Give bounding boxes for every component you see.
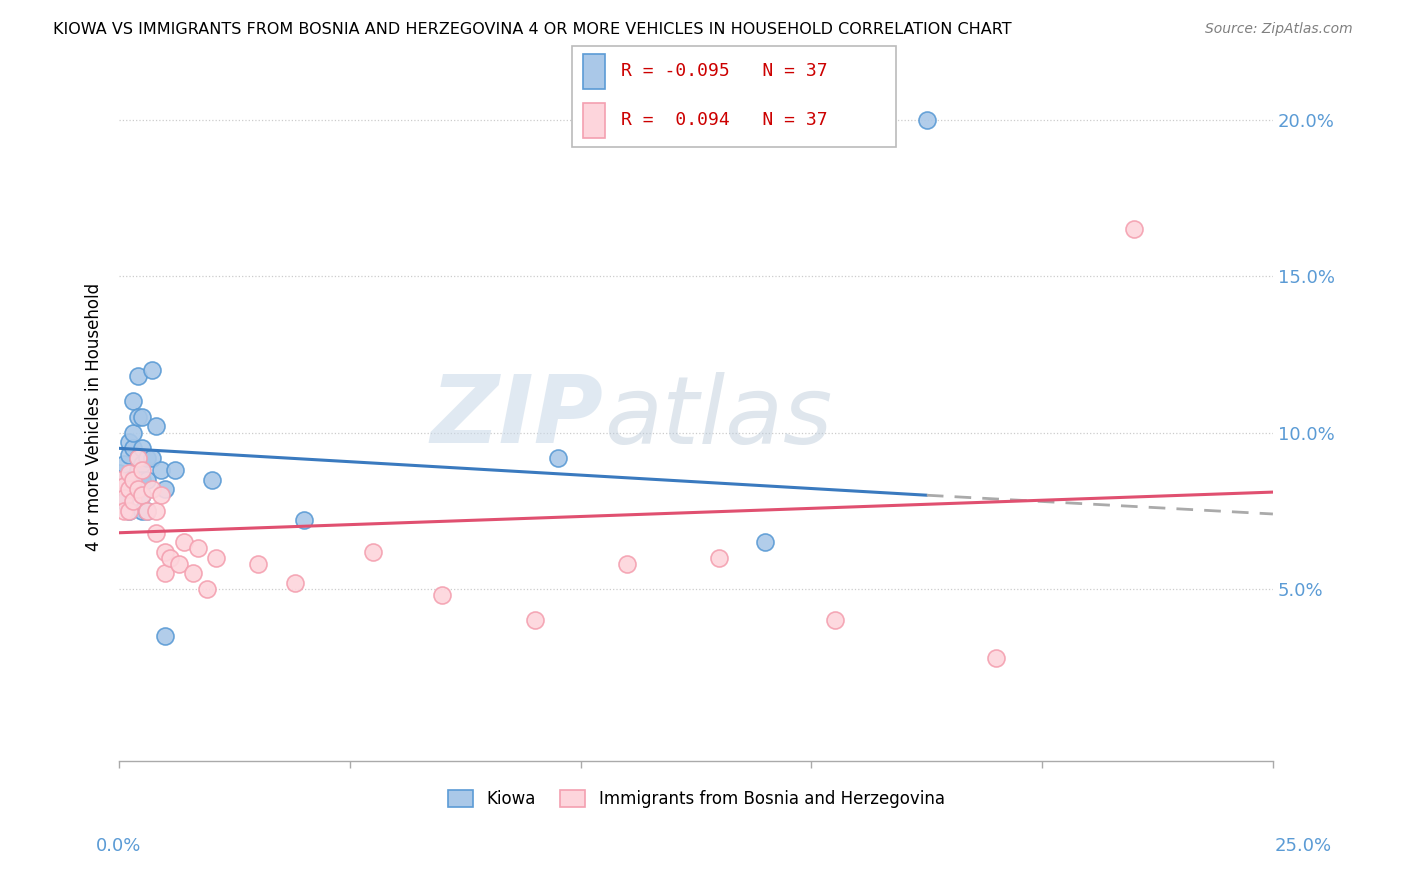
Point [205, 550, 228, 565]
Point [361, 544, 384, 558]
Point [984, 651, 1007, 665]
Point [824, 613, 846, 627]
Point [167, 557, 190, 571]
Point [163, 463, 186, 477]
Point [112, 504, 135, 518]
Point [127, 482, 149, 496]
Point [136, 504, 159, 518]
Point [131, 473, 153, 487]
Point [122, 425, 145, 440]
Point [117, 504, 139, 518]
Point [112, 494, 135, 508]
Point [432, 588, 454, 602]
Point [145, 419, 167, 434]
Point [155, 544, 177, 558]
Point [117, 448, 139, 462]
Point [187, 541, 209, 556]
Point [141, 450, 163, 465]
Point [149, 463, 172, 477]
Point [131, 488, 153, 502]
Point [149, 488, 172, 502]
Text: Source: ZipAtlas.com: Source: ZipAtlas.com [1205, 22, 1353, 37]
Point [112, 482, 135, 496]
Point [122, 394, 145, 409]
Point [131, 442, 153, 456]
Point [173, 535, 195, 549]
Text: R = -0.095   N = 37: R = -0.095 N = 37 [621, 62, 828, 80]
Point [284, 575, 307, 590]
Point [117, 482, 139, 496]
Legend: Kiowa, Immigrants from Bosnia and Herzegovina: Kiowa, Immigrants from Bosnia and Herzeg… [441, 783, 952, 814]
Point [707, 550, 730, 565]
Point [131, 410, 153, 425]
Point [200, 473, 222, 487]
Point [122, 442, 145, 456]
Point [131, 463, 153, 477]
Point [122, 473, 145, 487]
Point [915, 112, 938, 127]
Point [127, 463, 149, 477]
Point [246, 557, 269, 571]
Point [145, 525, 167, 540]
Point [112, 479, 135, 493]
Point [181, 566, 204, 581]
Point [141, 482, 163, 496]
Point [155, 482, 177, 496]
Text: 25.0%: 25.0% [1274, 837, 1331, 855]
Text: 0.0%: 0.0% [96, 837, 141, 855]
Text: atlas: atlas [603, 372, 832, 463]
Y-axis label: 4 or more Vehicles in Household: 4 or more Vehicles in Household [86, 283, 103, 551]
Point [155, 566, 177, 581]
Point [754, 535, 776, 549]
Point [127, 410, 149, 425]
Point [112, 491, 135, 506]
Point [117, 435, 139, 450]
Text: R =  0.094   N = 37: R = 0.094 N = 37 [621, 112, 828, 129]
Point [122, 494, 145, 508]
Point [127, 369, 149, 384]
Point [1123, 222, 1146, 236]
Point [108, 467, 131, 481]
Point [292, 513, 315, 527]
Point [145, 504, 167, 518]
Point [155, 629, 177, 643]
Point [127, 450, 149, 465]
Point [131, 457, 153, 471]
Point [131, 488, 153, 502]
Point [117, 504, 139, 518]
Point [547, 450, 569, 465]
Text: KIOWA VS IMMIGRANTS FROM BOSNIA AND HERZEGOVINA 4 OR MORE VEHICLES IN HOUSEHOLD : KIOWA VS IMMIGRANTS FROM BOSNIA AND HERZ… [53, 22, 1012, 37]
Point [108, 473, 131, 487]
Point [117, 473, 139, 487]
Point [141, 363, 163, 377]
Point [122, 482, 145, 496]
Text: ZIP: ZIP [430, 371, 603, 463]
Point [136, 473, 159, 487]
Point [117, 467, 139, 481]
Point [136, 450, 159, 465]
Point [131, 504, 153, 518]
Point [127, 450, 149, 465]
Point [616, 557, 638, 571]
Point [136, 504, 159, 518]
Point [195, 582, 218, 596]
Point [523, 613, 546, 627]
Point [112, 457, 135, 471]
Point [159, 550, 181, 565]
